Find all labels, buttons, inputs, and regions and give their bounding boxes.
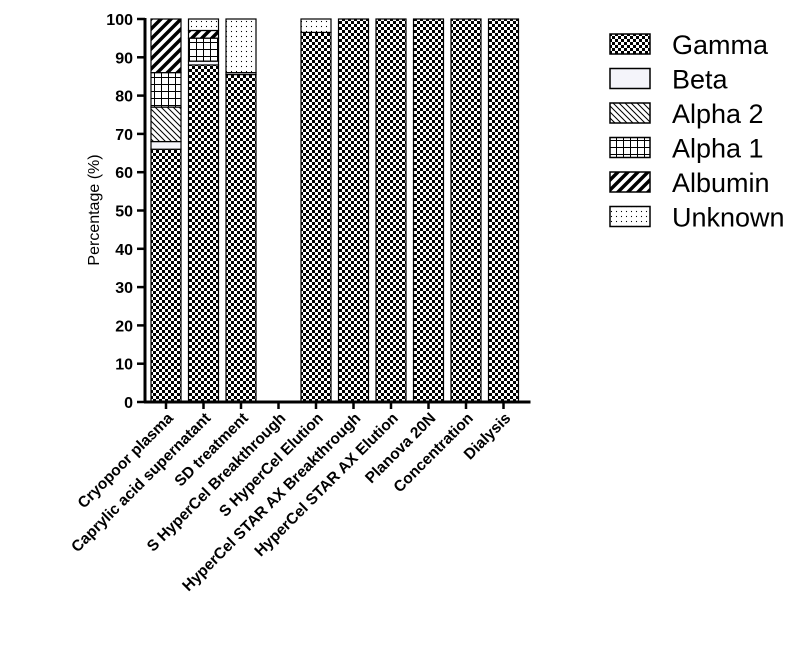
bar-segment-gamma <box>337 18 370 403</box>
legend-swatch <box>609 33 651 55</box>
legend-label: Beta <box>672 65 729 95</box>
legend-swatch <box>609 171 651 193</box>
bar-dialysis <box>487 18 520 403</box>
bar-hypercel-star-ax-elution <box>375 18 407 403</box>
legend-swatch <box>609 102 651 124</box>
y-tick-label: 40 <box>115 242 133 259</box>
legend-item-alpha-2: Alpha 2 <box>609 99 764 129</box>
legend-label: Unknown <box>672 203 785 233</box>
legend-swatch <box>609 205 651 228</box>
legend-swatch <box>609 67 651 90</box>
y-tick-label: 80 <box>115 89 133 106</box>
bar-concentration <box>450 18 482 403</box>
y-tick-label: 70 <box>115 127 133 144</box>
legend-label: Gamma <box>672 30 769 60</box>
bar-segment-beta <box>150 140 182 150</box>
y-tick-label: 50 <box>115 204 133 221</box>
bar-segment-unknown <box>187 18 220 32</box>
legend: Gamma Beta Alpha 2 Alpha 1 Albumin Unknown <box>609 30 785 233</box>
bar-segment-alpha-1 <box>150 72 182 108</box>
legend-label: Alpha 2 <box>672 99 764 129</box>
bar-segment-albumin <box>187 29 220 39</box>
y-tick-label: 30 <box>115 280 133 297</box>
legend-item-albumin: Albumin <box>609 168 770 198</box>
bar-segment-albumin <box>150 18 182 74</box>
legend-label: Alpha 1 <box>672 134 764 164</box>
bar-segment-gamma <box>300 31 332 403</box>
bar-segment-gamma <box>487 18 520 403</box>
y-axis-title: Percentage (%) <box>86 154 103 265</box>
bar-segment-alpha-2 <box>150 106 182 143</box>
legend-item-gamma: Gamma <box>609 30 769 60</box>
legend-label: Albumin <box>672 168 770 198</box>
bar-segment-gamma <box>225 73 257 403</box>
legend-item-beta: Beta <box>609 65 729 95</box>
bar-hypercel-star-ax-breakthrough <box>337 18 370 403</box>
bar-segment-gamma <box>187 64 220 403</box>
bar-planova-20n <box>412 18 445 403</box>
legend-item-unknown: Unknown <box>609 203 785 233</box>
legend-item-alpha-1: Alpha 1 <box>609 134 764 164</box>
bar-s-hypercel-elution <box>300 18 332 403</box>
bar-segment-unknown <box>300 18 332 34</box>
bar-segment-gamma <box>375 18 407 403</box>
y-tick-label: 90 <box>115 50 133 67</box>
y-tick-label: 10 <box>115 357 133 374</box>
bar-cryopoor-plasma <box>150 18 182 403</box>
bar-sd-treatment <box>225 18 257 403</box>
bar-segment-gamma <box>450 18 482 403</box>
y-axis: 0 10 20 30 40 50 60 70 80 90 100 <box>106 12 147 412</box>
bar-segment-gamma <box>150 148 182 403</box>
bar-segment-gamma <box>412 18 445 403</box>
plot-area <box>150 18 520 403</box>
y-tick-label: 60 <box>115 165 133 182</box>
bar-segment-unknown <box>225 18 257 74</box>
bar-caprylic-acid-supernatant <box>187 18 220 403</box>
y-tick-label: 20 <box>115 318 133 335</box>
x-tick-label-caprylic-acid-supernatant: Caprylic acid supernatant <box>68 410 214 556</box>
bar-segment-alpha-1 <box>187 37 220 62</box>
y-tick-label: 0 <box>124 395 133 412</box>
y-tick-label: 100 <box>106 12 133 29</box>
legend-swatch <box>609 136 651 159</box>
